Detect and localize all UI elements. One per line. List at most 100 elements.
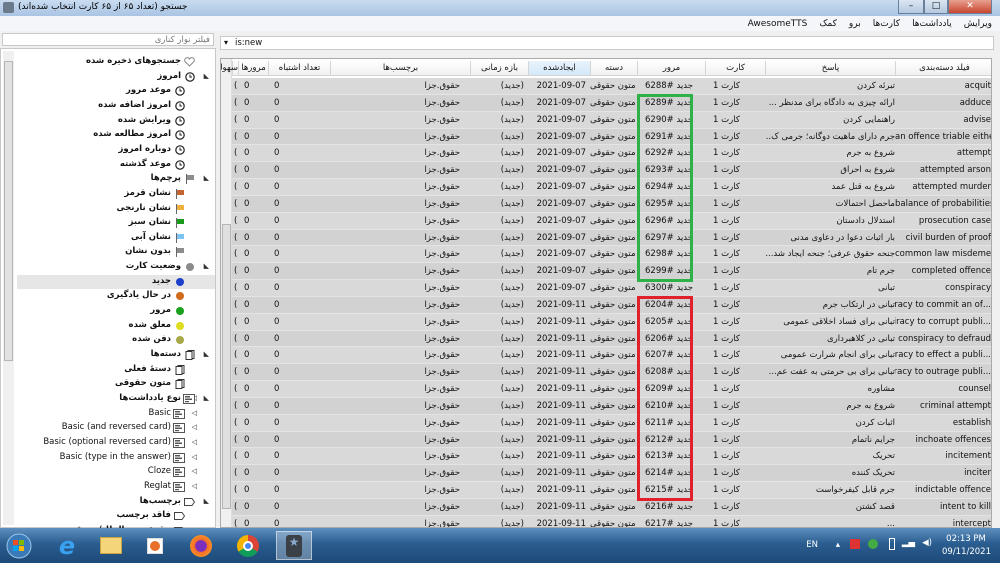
internet-explorer-icon[interactable]: e xyxy=(58,531,76,560)
table-scrollbar-thumb[interactable] xyxy=(222,224,231,509)
sidebar-item[interactable]: نشان نارنجی xyxy=(17,202,215,216)
expand-arrow-icon[interactable]: ◣ xyxy=(203,71,209,80)
clock-time[interactable]: 02:13 PM xyxy=(946,534,986,544)
table-row[interactable]: completed offence جرم تام کارت 1 جدید #6299… xyxy=(232,263,991,281)
sidebar-item[interactable]: ◣ دسته‌ها xyxy=(17,348,215,362)
menu-item[interactable]: برو xyxy=(848,18,861,29)
table-row[interactable]: balance of probabilities ماحصل احتمالات کا… xyxy=(232,195,991,213)
start-button[interactable] xyxy=(4,531,34,560)
sidebar-item[interactable]: نشان قرمز xyxy=(17,187,215,201)
sidebar-item[interactable]: مرور xyxy=(17,304,215,318)
show-hidden-icons[interactable]: ▴ xyxy=(835,540,840,550)
table-row[interactable]: inciter تحریک کننده کارت 1 جدید #6214 متون ح… xyxy=(232,465,991,483)
sidebar-item[interactable]: ◣ برچسب‌ها xyxy=(17,495,215,509)
language-indicator[interactable]: EN xyxy=(806,540,818,550)
table-row[interactable]: attempt شروع به جرم کارت 1 جدید #6292 متون ح… xyxy=(232,145,991,163)
sidebar-item[interactable]: دوباره امروز xyxy=(17,143,215,157)
column-header-deck[interactable]: دسته xyxy=(590,61,637,76)
table-row[interactable]: acquit تبرئه کردن کارت 1 جدید #6288 متون حقو… xyxy=(232,78,991,95)
sidebar-item[interactable]: بدون نشان xyxy=(17,245,215,259)
sidebar-item[interactable]: ◣ پرچم‌ها xyxy=(17,172,215,186)
table-row[interactable]: conspiracy تبانی کارت 1 جدید #6300 متون حقوق… xyxy=(232,280,991,297)
note-type-arrow-icon[interactable]: ◁ xyxy=(191,452,197,461)
column-header-card[interactable]: کارت xyxy=(705,61,765,76)
column-header-tags[interactable]: برچسب‌ها xyxy=(330,61,470,76)
sidebar-item[interactable]: ◁ Basic (type in the answer) xyxy=(17,451,215,465)
column-header-answer[interactable]: پاسخ xyxy=(765,61,895,76)
sidebar-item[interactable]: دفن شده xyxy=(17,333,215,347)
signal-icon[interactable]: ▂▄ xyxy=(901,538,915,548)
table-row[interactable]: intercept... کارت 1 جدید #6217 متون حقوقی 20… xyxy=(232,515,991,527)
sidebar-filter-input[interactable] xyxy=(2,33,214,46)
table-scrollbar[interactable] xyxy=(221,59,232,527)
volume-icon[interactable]: ◀) xyxy=(922,538,932,548)
column-header-created[interactable]: ایجاد‌شده xyxy=(528,61,590,76)
menu-item[interactable]: یادداشت‌ها xyxy=(912,18,952,29)
sidebar-item[interactable]: ◁ Basic (optional reversed card) xyxy=(17,436,215,450)
action-center-icon[interactable] xyxy=(850,539,860,549)
sidebar-scrollbar[interactable] xyxy=(3,51,14,525)
menu-item[interactable]: ویرایش xyxy=(963,18,992,29)
search-history-dropdown-icon[interactable]: ▾ xyxy=(224,38,229,47)
table-row[interactable]: common law misdemeanorجنحه حقوق عرفی؛ جن… xyxy=(232,246,991,264)
column-header-lapses[interactable]: تعداد اشتباه xyxy=(268,61,330,76)
table-row[interactable]: incitement تحریک کارت 1 جدید #6213 متون حقوق… xyxy=(232,448,991,466)
table-row[interactable]: attempted arson شروع به احراق کارت 1 جدید #… xyxy=(232,162,991,180)
anki-icon[interactable]: ★ xyxy=(276,531,312,560)
chrome-icon[interactable] xyxy=(233,531,263,560)
table-row[interactable]: conspiracy to defraud تبانی در کلاهبرداری… xyxy=(232,330,991,348)
battery-icon[interactable] xyxy=(889,538,895,550)
sidebar-item[interactable]: جدید xyxy=(17,274,215,289)
network-status-icon[interactable] xyxy=(868,539,878,549)
sidebar-item[interactable]: فاقد برچسب xyxy=(17,509,215,523)
sidebar-item[interactable]: معلق شده xyxy=(17,319,215,333)
table-row[interactable]: inchoate offences جرایم ناتمام کارت 1 جدید … xyxy=(232,431,991,449)
media-player-icon[interactable] xyxy=(140,531,170,560)
sidebar-item[interactable]: نشان سبز xyxy=(17,216,215,230)
menu-item[interactable]: کمک xyxy=(819,18,837,29)
sidebar-item[interactable]: ویرایش شده xyxy=(17,114,215,128)
sidebar-item[interactable]: ◁ Cloze xyxy=(17,465,215,479)
note-type-arrow-icon[interactable]: ◁ xyxy=(191,481,197,490)
expand-arrow-icon[interactable]: ◣ xyxy=(203,393,209,402)
column-header-interval[interactable]: بازه زمانی xyxy=(470,61,528,76)
column-header-due[interactable]: مرور xyxy=(637,61,705,76)
column-header-sort-field[interactable]: فیلد دسته‌بندی xyxy=(895,61,991,76)
sidebar-item[interactable]: ◣◁نوع یادداشت‌ها xyxy=(17,392,215,406)
table-row[interactable]: establish اثبات کردن کارت 1 جدید #6211 متون … xyxy=(232,414,991,432)
expand-arrow-icon[interactable]: ◣ xyxy=(203,262,209,271)
sidebar-item[interactable]: ◁ Basic xyxy=(17,407,215,421)
table-row[interactable]: intent to kill قصد کشتن کارت 1 جدید #6216 مت… xyxy=(232,499,991,516)
expand-arrow-icon[interactable]: ◣ xyxy=(203,496,209,505)
sidebar-item[interactable]: متون حقوقی xyxy=(17,377,215,391)
column-header-reviews[interactable]: مرورها xyxy=(238,61,268,76)
search-input[interactable]: ▾ is:new xyxy=(220,36,994,50)
sidebar-item[interactable]: موعد مرور xyxy=(17,84,215,98)
clock-date[interactable]: 09/11/2021 xyxy=(942,547,991,557)
table-row[interactable]: attempted murder شروع به قتل عمد کارت 1 جدی… xyxy=(232,179,991,196)
sidebar-item[interactable]: موعد گذشته xyxy=(17,158,215,172)
note-type-arrow-icon[interactable]: ◁ xyxy=(191,467,197,476)
firefox-icon[interactable] xyxy=(186,531,216,560)
sidebar-item[interactable]: نشان آبی xyxy=(17,231,215,245)
sidebar-item[interactable]: دستهٔ فعلی xyxy=(17,363,215,377)
file-explorer-icon[interactable] xyxy=(96,531,126,560)
table-row[interactable]: advise راهنمایی کردن کارت 1 جدید #6290 متون … xyxy=(232,111,991,129)
table-row[interactable]: counsel مشاوره کارت 1 جدید #6209 متون حقوقی 2… xyxy=(232,381,991,398)
table-row[interactable]: an offence triable either wayجرم دارای م… xyxy=(232,128,991,146)
sidebar-item[interactable]: ◁ Basic (and reversed card) xyxy=(17,421,215,435)
note-type-arrow-icon[interactable]: ◁ xyxy=(191,437,197,446)
note-type-arrow-icon[interactable]: ◁ xyxy=(191,408,197,417)
menu-item[interactable]: کارت‌ها xyxy=(872,18,901,29)
table-row[interactable]: criminal attempt شروع به جرم کارت 1 جدید #6… xyxy=(232,397,991,415)
sidebar-item[interactable]: ◣ امروز xyxy=(17,70,215,84)
table-row[interactable]: indictable offence جرم قابل کیفرخواست کارت… xyxy=(232,482,991,499)
menu-item[interactable]: AwesomeTTS xyxy=(747,18,808,29)
expand-arrow-icon[interactable]: ◣ xyxy=(203,350,209,358)
sidebar-item[interactable]: جستجوهای ذخیره شده xyxy=(17,55,215,69)
maximize-button[interactable]: □ xyxy=(924,0,948,14)
column-header-ease[interactable]: سهولت xyxy=(221,61,238,76)
